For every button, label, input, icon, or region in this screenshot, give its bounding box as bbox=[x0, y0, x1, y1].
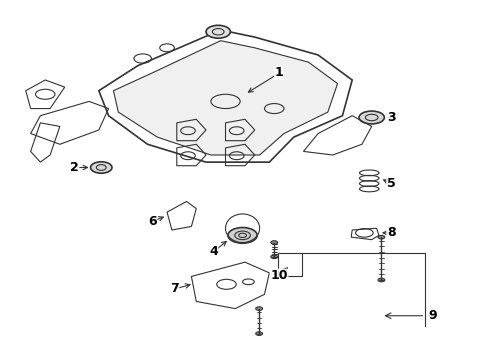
Text: 5: 5 bbox=[387, 177, 395, 190]
Ellipse shape bbox=[256, 307, 263, 310]
Text: 6: 6 bbox=[148, 215, 157, 228]
Text: 8: 8 bbox=[387, 226, 395, 239]
Text: 3: 3 bbox=[387, 111, 395, 124]
Text: 4: 4 bbox=[209, 245, 218, 258]
Ellipse shape bbox=[206, 25, 230, 38]
Ellipse shape bbox=[359, 111, 384, 124]
Text: 7: 7 bbox=[170, 283, 179, 296]
Polygon shape bbox=[114, 41, 338, 155]
Ellipse shape bbox=[228, 228, 257, 243]
Ellipse shape bbox=[271, 255, 278, 258]
Ellipse shape bbox=[256, 332, 263, 336]
Ellipse shape bbox=[271, 241, 278, 244]
Text: 9: 9 bbox=[428, 309, 437, 322]
Text: 1: 1 bbox=[275, 66, 284, 79]
Ellipse shape bbox=[378, 278, 385, 282]
Ellipse shape bbox=[378, 235, 385, 239]
Ellipse shape bbox=[91, 162, 112, 173]
Text: 2: 2 bbox=[70, 161, 79, 174]
Text: 10: 10 bbox=[270, 269, 288, 282]
